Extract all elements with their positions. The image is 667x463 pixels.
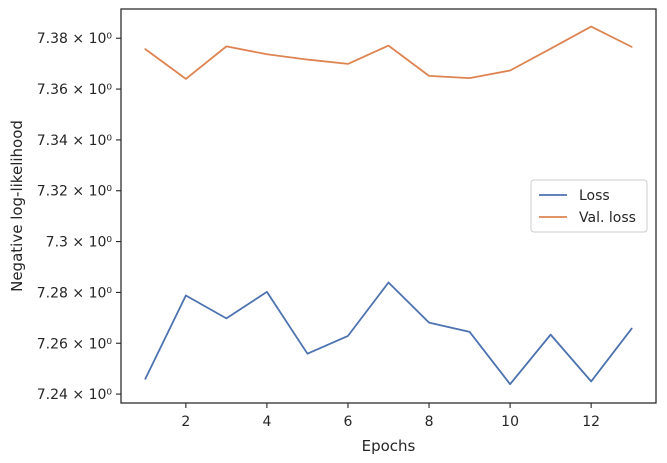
y-tick-label: 7.32 × 10⁰ (37, 184, 113, 200)
x-tick-label: 12 (582, 414, 600, 430)
plot-area (144, 25, 633, 386)
y-tick-label: 7.24 × 10⁰ (37, 387, 113, 403)
x-tick-label: 6 (344, 414, 353, 430)
y-axis-ticks: 7.24 × 10⁰ 7.26 × 10⁰ 7.28 × 10⁰ 7.3 × 10⁰ 7… (37, 31, 121, 403)
y-tick-label: 7.28 × 10⁰ (37, 285, 113, 301)
y-tick-label: 7.38 × 10⁰ (37, 31, 113, 47)
series-line-val-loss (144, 25, 633, 80)
y-tick-label: 7.34 × 10⁰ (37, 133, 113, 149)
x-axis-ticks: 2 4 6 8 10 12 (181, 403, 600, 430)
legend: Loss Val. loss (530, 179, 648, 233)
y-tick-label: 7.3 × 10⁰ (46, 235, 113, 251)
legend-label: Loss (579, 188, 610, 204)
series-line-loss (144, 281, 633, 386)
legend-label: Val. loss (579, 210, 636, 226)
x-tick-label: 10 (501, 414, 519, 430)
y-tick-label: 7.26 × 10⁰ (37, 336, 113, 352)
x-axis-label: Epochs (362, 437, 416, 455)
x-tick-label: 2 (181, 414, 190, 430)
x-tick-label: 4 (262, 414, 271, 430)
plot-frame (120, 8, 657, 404)
x-tick-label: 8 (425, 414, 434, 430)
y-tick-label: 7.36 × 10⁰ (37, 82, 113, 98)
legend-box (530, 179, 648, 233)
y-axis-label: Negative log-likelihood (8, 120, 26, 292)
